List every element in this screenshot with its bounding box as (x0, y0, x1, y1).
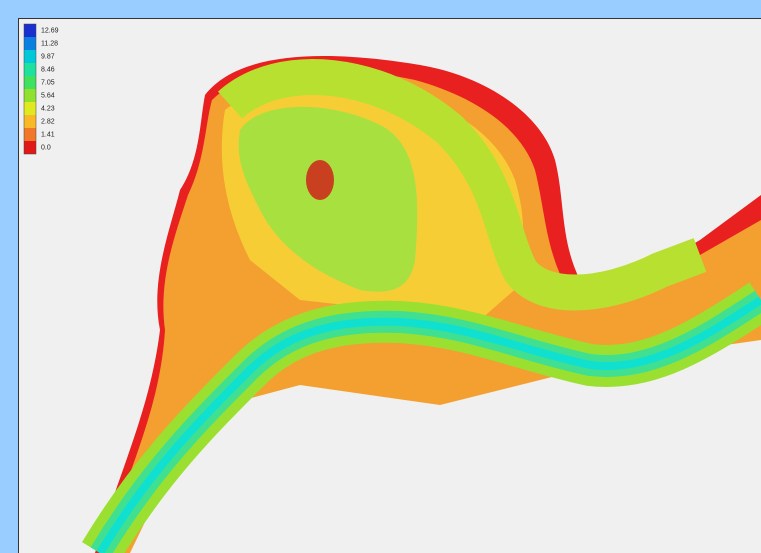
legend-label: 2.82 (41, 118, 55, 125)
legend-label: 11.28 (41, 40, 58, 47)
legend-swatch (24, 24, 36, 37)
legend-label: 8.46 (41, 66, 55, 73)
legend-swatch (24, 102, 36, 115)
legend-swatch (24, 50, 36, 63)
island-pool (306, 160, 334, 200)
legend-swatch (24, 89, 36, 102)
legend-swatch (24, 128, 36, 141)
legend-swatch (24, 141, 36, 154)
legend-label: 1.41 (41, 131, 55, 138)
legend-swatch (24, 76, 36, 89)
legend-label: 4.23 (41, 105, 55, 112)
page: 12.69 11.28 9.87 8.46 7.05 5.64 4.23 2.82 1.41 0.… (0, 0, 761, 553)
legend-label: 7.05 (41, 79, 55, 86)
legend-label: 5.64 (41, 92, 55, 99)
legend-label: 12.69 (41, 27, 59, 34)
legend-label: 9.87 (41, 53, 55, 60)
legend-swatch (24, 63, 36, 76)
map-view: 12.69 11.28 9.87 8.46 7.05 5.64 4.23 2.82 1.41 0.… (0, 0, 761, 553)
legend-swatch (24, 115, 36, 128)
legend-swatch (24, 37, 36, 50)
legend-label: 0.0 (41, 144, 51, 151)
